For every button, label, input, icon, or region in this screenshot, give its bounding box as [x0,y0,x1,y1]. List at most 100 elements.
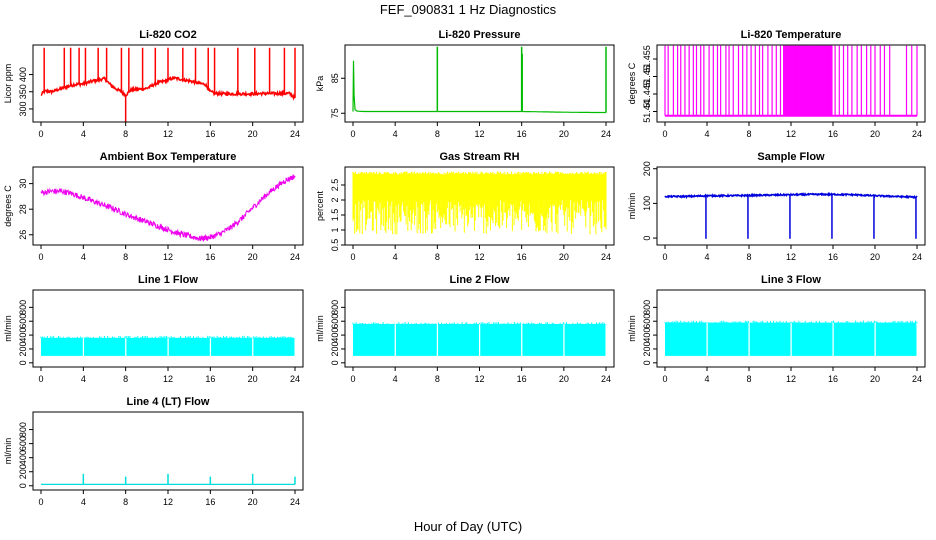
plot-area [352,46,607,114]
chart-panel: Line 3 Flow ml/min 0 4 8 12 16 20 24 0 20040060080… [627,274,926,384]
x-tick-label: 16 [517,374,527,384]
flow-band [168,337,210,356]
x-tick-label: 0 [38,374,43,384]
x-tick-label: 20 [870,374,880,384]
x-tick-label: 8 [746,374,751,384]
x-tick-label: 16 [205,252,215,262]
x-tick-label: 20 [870,129,880,139]
x-tick-label: 24 [601,374,611,384]
y-tick-label: 600 [18,314,28,329]
y-tick-label: 800 [642,300,652,315]
y-axis-label: degrees C [3,185,13,227]
x-tick-label: 8 [746,252,751,262]
flow-band [395,323,437,356]
figure-xlabel: Hour of Day (UTC) [414,519,522,534]
panel-title: Li-820 CO2 [139,29,196,41]
x-tick-label: 0 [38,497,43,507]
y-tick-label: 0 [330,360,340,365]
y-tick-label: 200 [18,341,28,356]
y-tick-label: 0 [18,360,28,365]
x-tick-label: 12 [474,252,484,262]
y-tick-label: 85 [330,73,340,83]
x-tick-label: 12 [786,252,796,262]
y-tick-label: 400 [330,328,340,343]
figure-title: FEF_090831 1 Hz Diagnostics [380,2,557,17]
y-axis-label: ml/min [3,315,13,342]
plot-area [664,45,918,117]
panel-title: Ambient Box Temperature [100,151,237,163]
y-tick-label: 1.5 [330,209,340,222]
y-tick-label: 51.445 [642,80,652,108]
flow-band [707,322,749,356]
x-tick-label: 20 [870,252,880,262]
y-tick-label: 800 [18,300,28,315]
flow-band [84,337,126,356]
chart-panel: Line 4 (LT) Flow ml/min 0 4 8 12 16 20 24 0 200400… [3,396,304,507]
flow-band [522,323,564,356]
x-tick-label: 16 [517,252,527,262]
plot-frame [32,166,304,246]
x-tick-label: 8 [123,129,128,139]
panel-title: Gas Stream RH [439,151,519,163]
y-tick-label: 51.44 [642,100,652,123]
x-tick-label: 24 [290,374,300,384]
y-axis-label: percent [315,190,325,221]
x-tick-label: 20 [248,129,258,139]
x-tick-label: 24 [290,497,300,507]
x-tick-label: 20 [559,252,569,262]
y-tick-label: 2.5 [330,179,340,192]
y-tick-label: 75 [330,108,340,118]
panel-title: Line 2 Flow [450,274,510,286]
x-tick-label: 8 [123,497,128,507]
x-tick-label: 12 [163,497,173,507]
x-tick-label: 24 [290,252,300,262]
plot-area [40,47,296,122]
chart-panel: Ambient Box Temperature degrees C 0 4 8 12 16 2… [3,151,304,262]
y-tick-label: 400 [18,450,28,465]
x-tick-label: 4 [704,129,709,139]
y-tick-label: 200 [642,161,652,176]
plot-area [664,191,918,239]
x-tick-label: 24 [290,129,300,139]
plot-area [41,473,296,485]
x-tick-label: 12 [786,374,796,384]
x-tick-label: 24 [601,129,611,139]
x-tick-label: 0 [662,374,667,384]
x-tick-label: 4 [81,129,86,139]
chart-panel: Li-820 CO2 Licor ppm 0 4 8 12 16 20 24 300 350 400 [3,29,304,139]
y-tick-label: 0.5 [330,239,340,252]
x-tick-label: 20 [559,129,569,139]
x-tick-label: 24 [912,252,922,262]
x-tick-label: 0 [38,129,43,139]
y-tick-label: 51.45 [642,65,652,88]
y-tick-label: 600 [18,436,28,451]
x-tick-label: 4 [393,252,398,262]
panel-title: Li-820 Temperature [741,29,842,41]
x-tick-label: 4 [704,374,709,384]
x-tick-label: 4 [393,129,398,139]
plot-area [352,321,607,356]
x-tick-label: 20 [248,497,258,507]
x-tick-label: 12 [163,252,173,262]
y-tick-label: 800 [330,300,340,315]
flow-band [41,337,83,356]
y-tick-label: 300 [18,101,28,116]
flow-band [480,323,522,356]
chart-panel: Line 2 Flow ml/min 0 4 8 12 16 20 24 0 20040060080… [315,274,615,384]
panel-title: Line 1 Flow [138,274,198,286]
x-tick-label: 8 [123,374,128,384]
x-tick-label: 12 [163,374,173,384]
x-tick-label: 12 [786,129,796,139]
x-tick-label: 16 [205,129,215,139]
x-tick-label: 12 [474,129,484,139]
y-tick-label: 400 [18,67,28,82]
y-tick-label: 0 [642,360,652,365]
x-tick-label: 0 [662,252,667,262]
series-line [40,75,296,101]
y-axis-label: ml/min [3,438,13,465]
x-tick-label: 20 [248,252,258,262]
flow-band [253,337,295,356]
plot-area [40,335,296,356]
y-tick-label: 800 [18,422,28,437]
